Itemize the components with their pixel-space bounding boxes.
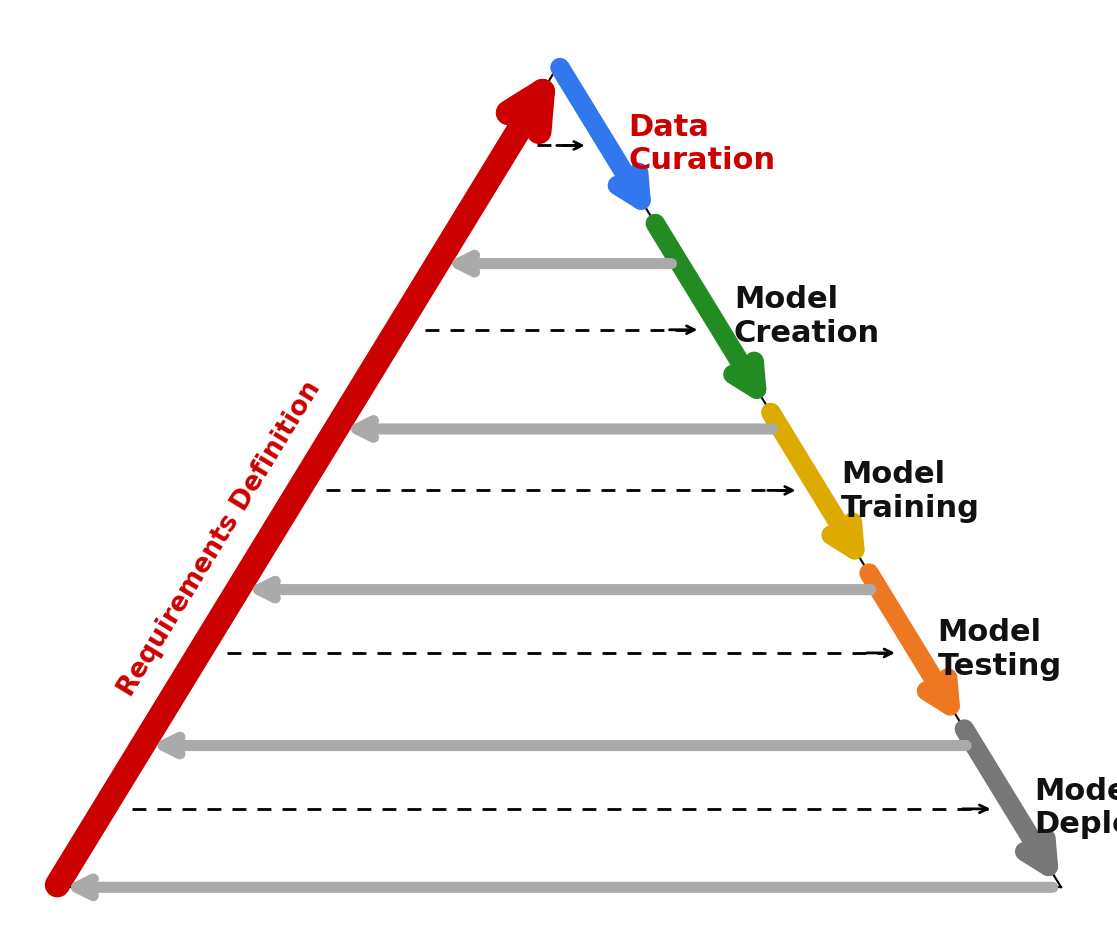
- Text: Requirements Definition: Requirements Definition: [114, 376, 325, 700]
- Text: Model
Testing: Model Testing: [937, 617, 1062, 681]
- Text: Model
Deployment: Model Deployment: [1034, 776, 1117, 838]
- Text: Model
Creation: Model Creation: [734, 285, 880, 347]
- Text: Model
Training: Model Training: [841, 460, 980, 522]
- Text: Data
Curation: Data Curation: [629, 112, 775, 176]
